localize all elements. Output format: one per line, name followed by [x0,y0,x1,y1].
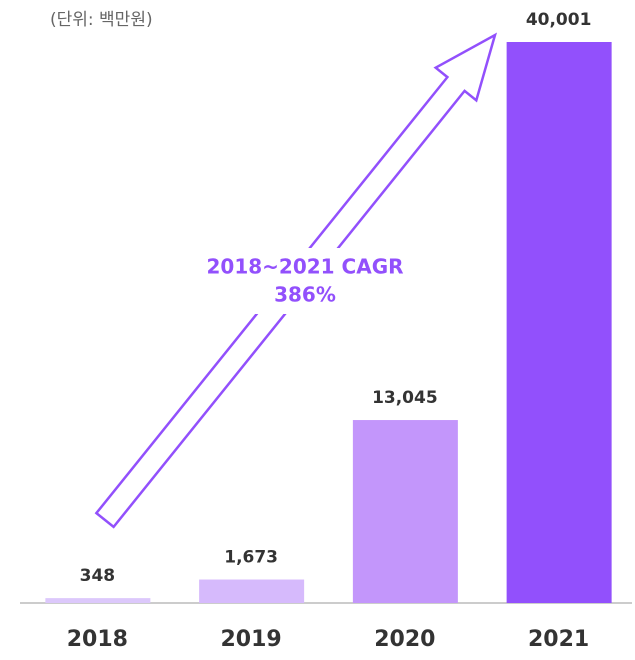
bar [45,598,151,603]
value-label: 348 [80,566,116,586]
x-tick-label: 2019 [221,627,282,652]
bar [199,579,305,603]
value-label: 13,045 [372,388,438,408]
bar [352,420,458,603]
annotation-bg [185,248,425,314]
growth-arrow [94,32,498,529]
annotation: 386% [274,283,336,307]
annotation: 2018~2021 CAGR [206,255,403,279]
x-tick-label: 2021 [528,627,589,652]
value-label: 1,673 [224,548,278,568]
x-tick-label: 2018 [67,627,128,652]
unit-label: (단위: 백만원) [50,10,153,30]
bar [506,42,612,603]
x-tick-label: 2020 [374,627,435,652]
value-label: 40,001 [526,10,592,30]
